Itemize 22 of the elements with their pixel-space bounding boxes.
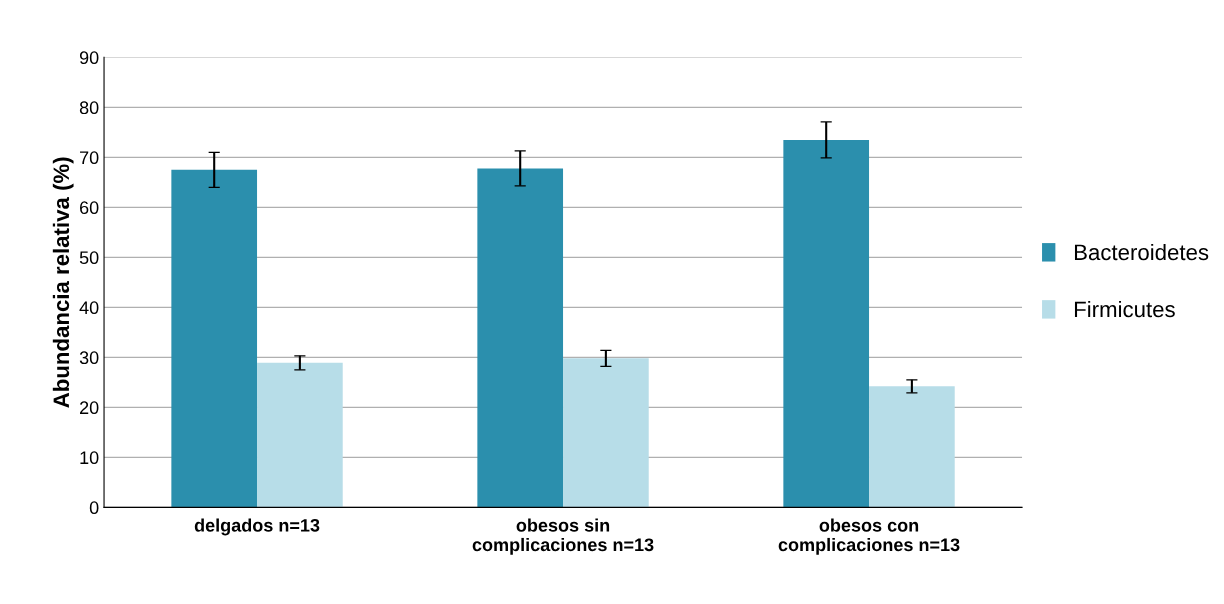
y-tick-label: 60 (80, 201, 99, 215)
bar (171, 169, 258, 508)
y-tick-label: 40 (79, 301, 99, 315)
y-tick-label: 90 (79, 51, 99, 65)
legend-label: Firmicutes (1074, 300, 1175, 318)
bar (869, 386, 955, 508)
y-tick-label: 50 (79, 251, 99, 265)
y-tick-label: 20 (80, 401, 99, 415)
bar (783, 139, 870, 508)
bar (563, 358, 649, 508)
x-tick-label: obesos sin complicaciones n=13 (472, 518, 654, 555)
x-tick-label: obesos con complicaciones n=13 (778, 518, 960, 555)
y-tick-label: 10 (80, 451, 99, 465)
y-tick-label: 0 (89, 501, 99, 515)
bar (477, 168, 564, 508)
y-tick-label: 30 (79, 351, 99, 365)
x-tick-label: delgados n=13 (194, 518, 320, 536)
bar (257, 362, 343, 508)
y-axis-title: Abundancia relativa (%) (52, 157, 74, 408)
y-tick-label: 70 (80, 151, 99, 165)
legend-label: Bacteroidetes (1074, 243, 1209, 261)
y-tick-label: 80 (79, 101, 99, 115)
